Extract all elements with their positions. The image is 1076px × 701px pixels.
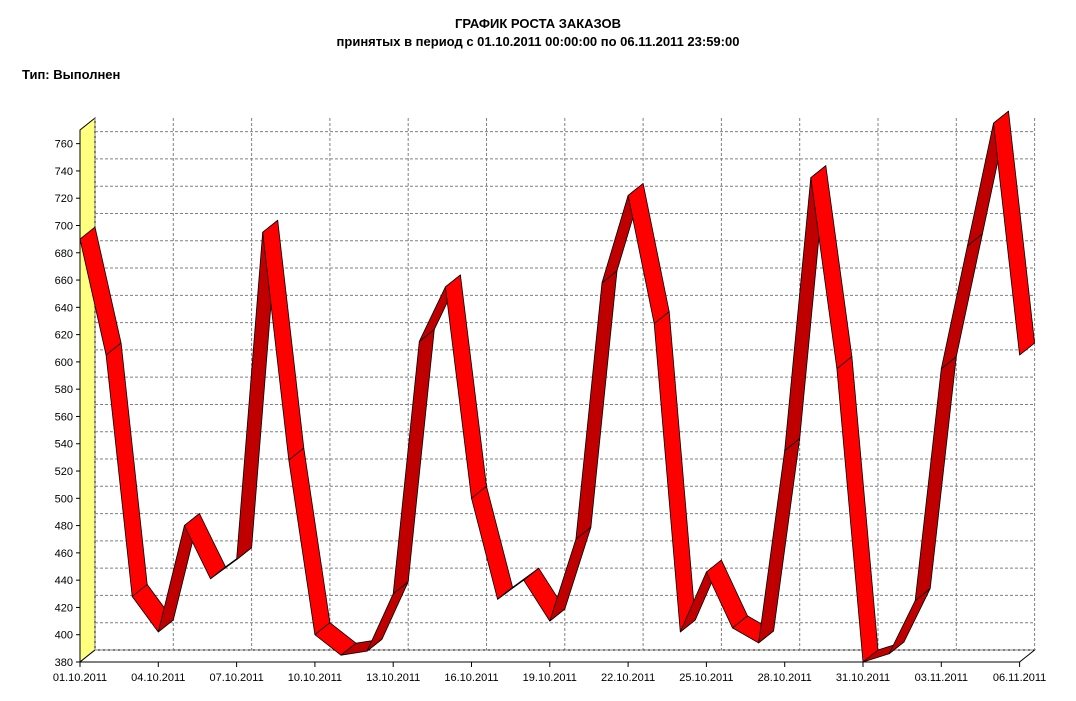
x-tick-label: 31.10.2011 [836,672,890,684]
x-tick-label: 10.10.2011 [288,672,342,684]
x-tick-label: 04.10.2011 [131,672,185,684]
x-tick-label: 25.10.2011 [679,672,733,684]
y-tick-label: 760 [55,139,73,151]
x-axis-ticks: 01.10.2011 04.10.2011 07.10.2011 10.10.2011… [53,662,1046,684]
x-tick-label: 01.10.2011 [53,672,107,684]
x-tick-label: 07.10.2011 [209,672,263,684]
y-tick-label: 420 [55,602,73,614]
y-tick-label: 600 [55,357,73,369]
ribbon-segment [993,110,1035,356]
y-tick-label: 580 [55,384,73,396]
x-tick-label: 22.10.2011 [601,672,655,684]
y-tick-label: 400 [55,630,73,642]
x-tick-label: 19.10.2011 [523,672,577,684]
y-tick-label: 700 [55,220,73,232]
x-tick-label: 06.11.2011 [993,672,1046,684]
y-tick-label: 480 [55,521,73,533]
y-tick-label: 520 [55,466,73,478]
x-tick-label: 13.10.2011 [366,672,420,684]
x-tick-label: 16.10.2011 [444,672,498,684]
y-tick-label: 380 [55,657,73,669]
y-tick-label: 540 [55,439,73,451]
y-tick-label: 460 [55,548,73,560]
data-series-ribbon [79,110,1035,663]
y-tick-label: 620 [55,330,73,342]
chart-title: ГРАФИК РОСТА ЗАКАЗОВ [454,16,622,31]
y-tick-label: 500 [55,493,73,505]
y-tick-label: 560 [55,411,73,423]
y-tick-label: 720 [55,193,73,205]
y-axis-ticks: 380 400 420 440 460 480 500 520 540 560 580 600 620 6… [55,139,80,669]
y-tick-label: 680 [55,248,73,260]
order-type-label: Тип: Выполнен [22,67,121,82]
y-tick-label: 660 [55,275,73,287]
y-tick-label: 440 [55,575,73,587]
x-tick-label: 03.11.2011 [915,672,968,684]
x-tick-label: 28.10.2011 [758,672,812,684]
chart-subtitle: принятых в период с 01.10.2011 00:00:00 … [336,34,740,49]
y-tick-label: 640 [55,302,73,314]
chart-left-wall [79,116,96,664]
y-tick-label: 740 [55,166,73,178]
